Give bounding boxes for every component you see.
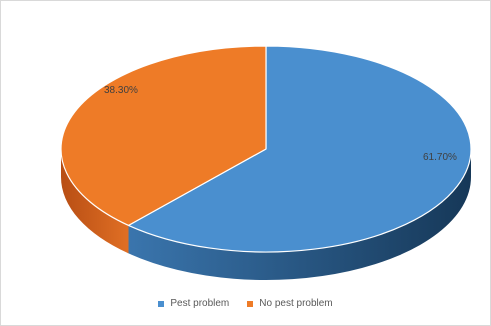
data-label-no-pest-problem: 38.30%	[104, 85, 138, 96]
legend-item-pest-problem: Pest problem	[158, 298, 229, 309]
pie-side-pest-problem	[128, 149, 471, 281]
pie-slice-no-pest-problem	[60, 45, 267, 226]
legend-label-no-pest-problem: No pest problem	[259, 298, 333, 309]
legend-swatch-pest-problem	[158, 300, 165, 307]
legend: Pest problem No pest problem	[1, 298, 490, 309]
pie-labels: 61.70% 38.30%	[104, 85, 457, 163]
pie-side-no-pest-problem	[61, 149, 129, 254]
pie-slice-pest-problem	[127, 45, 472, 253]
legend-item-no-pest-problem: No pest problem	[247, 298, 333, 309]
pie-sides	[61, 149, 471, 281]
pie-tops	[60, 45, 472, 253]
legend-label-pest-problem: Pest problem	[170, 298, 230, 309]
data-label-pest-problem: 61.70%	[423, 152, 457, 163]
legend-swatch-no-pest-problem	[247, 300, 254, 307]
